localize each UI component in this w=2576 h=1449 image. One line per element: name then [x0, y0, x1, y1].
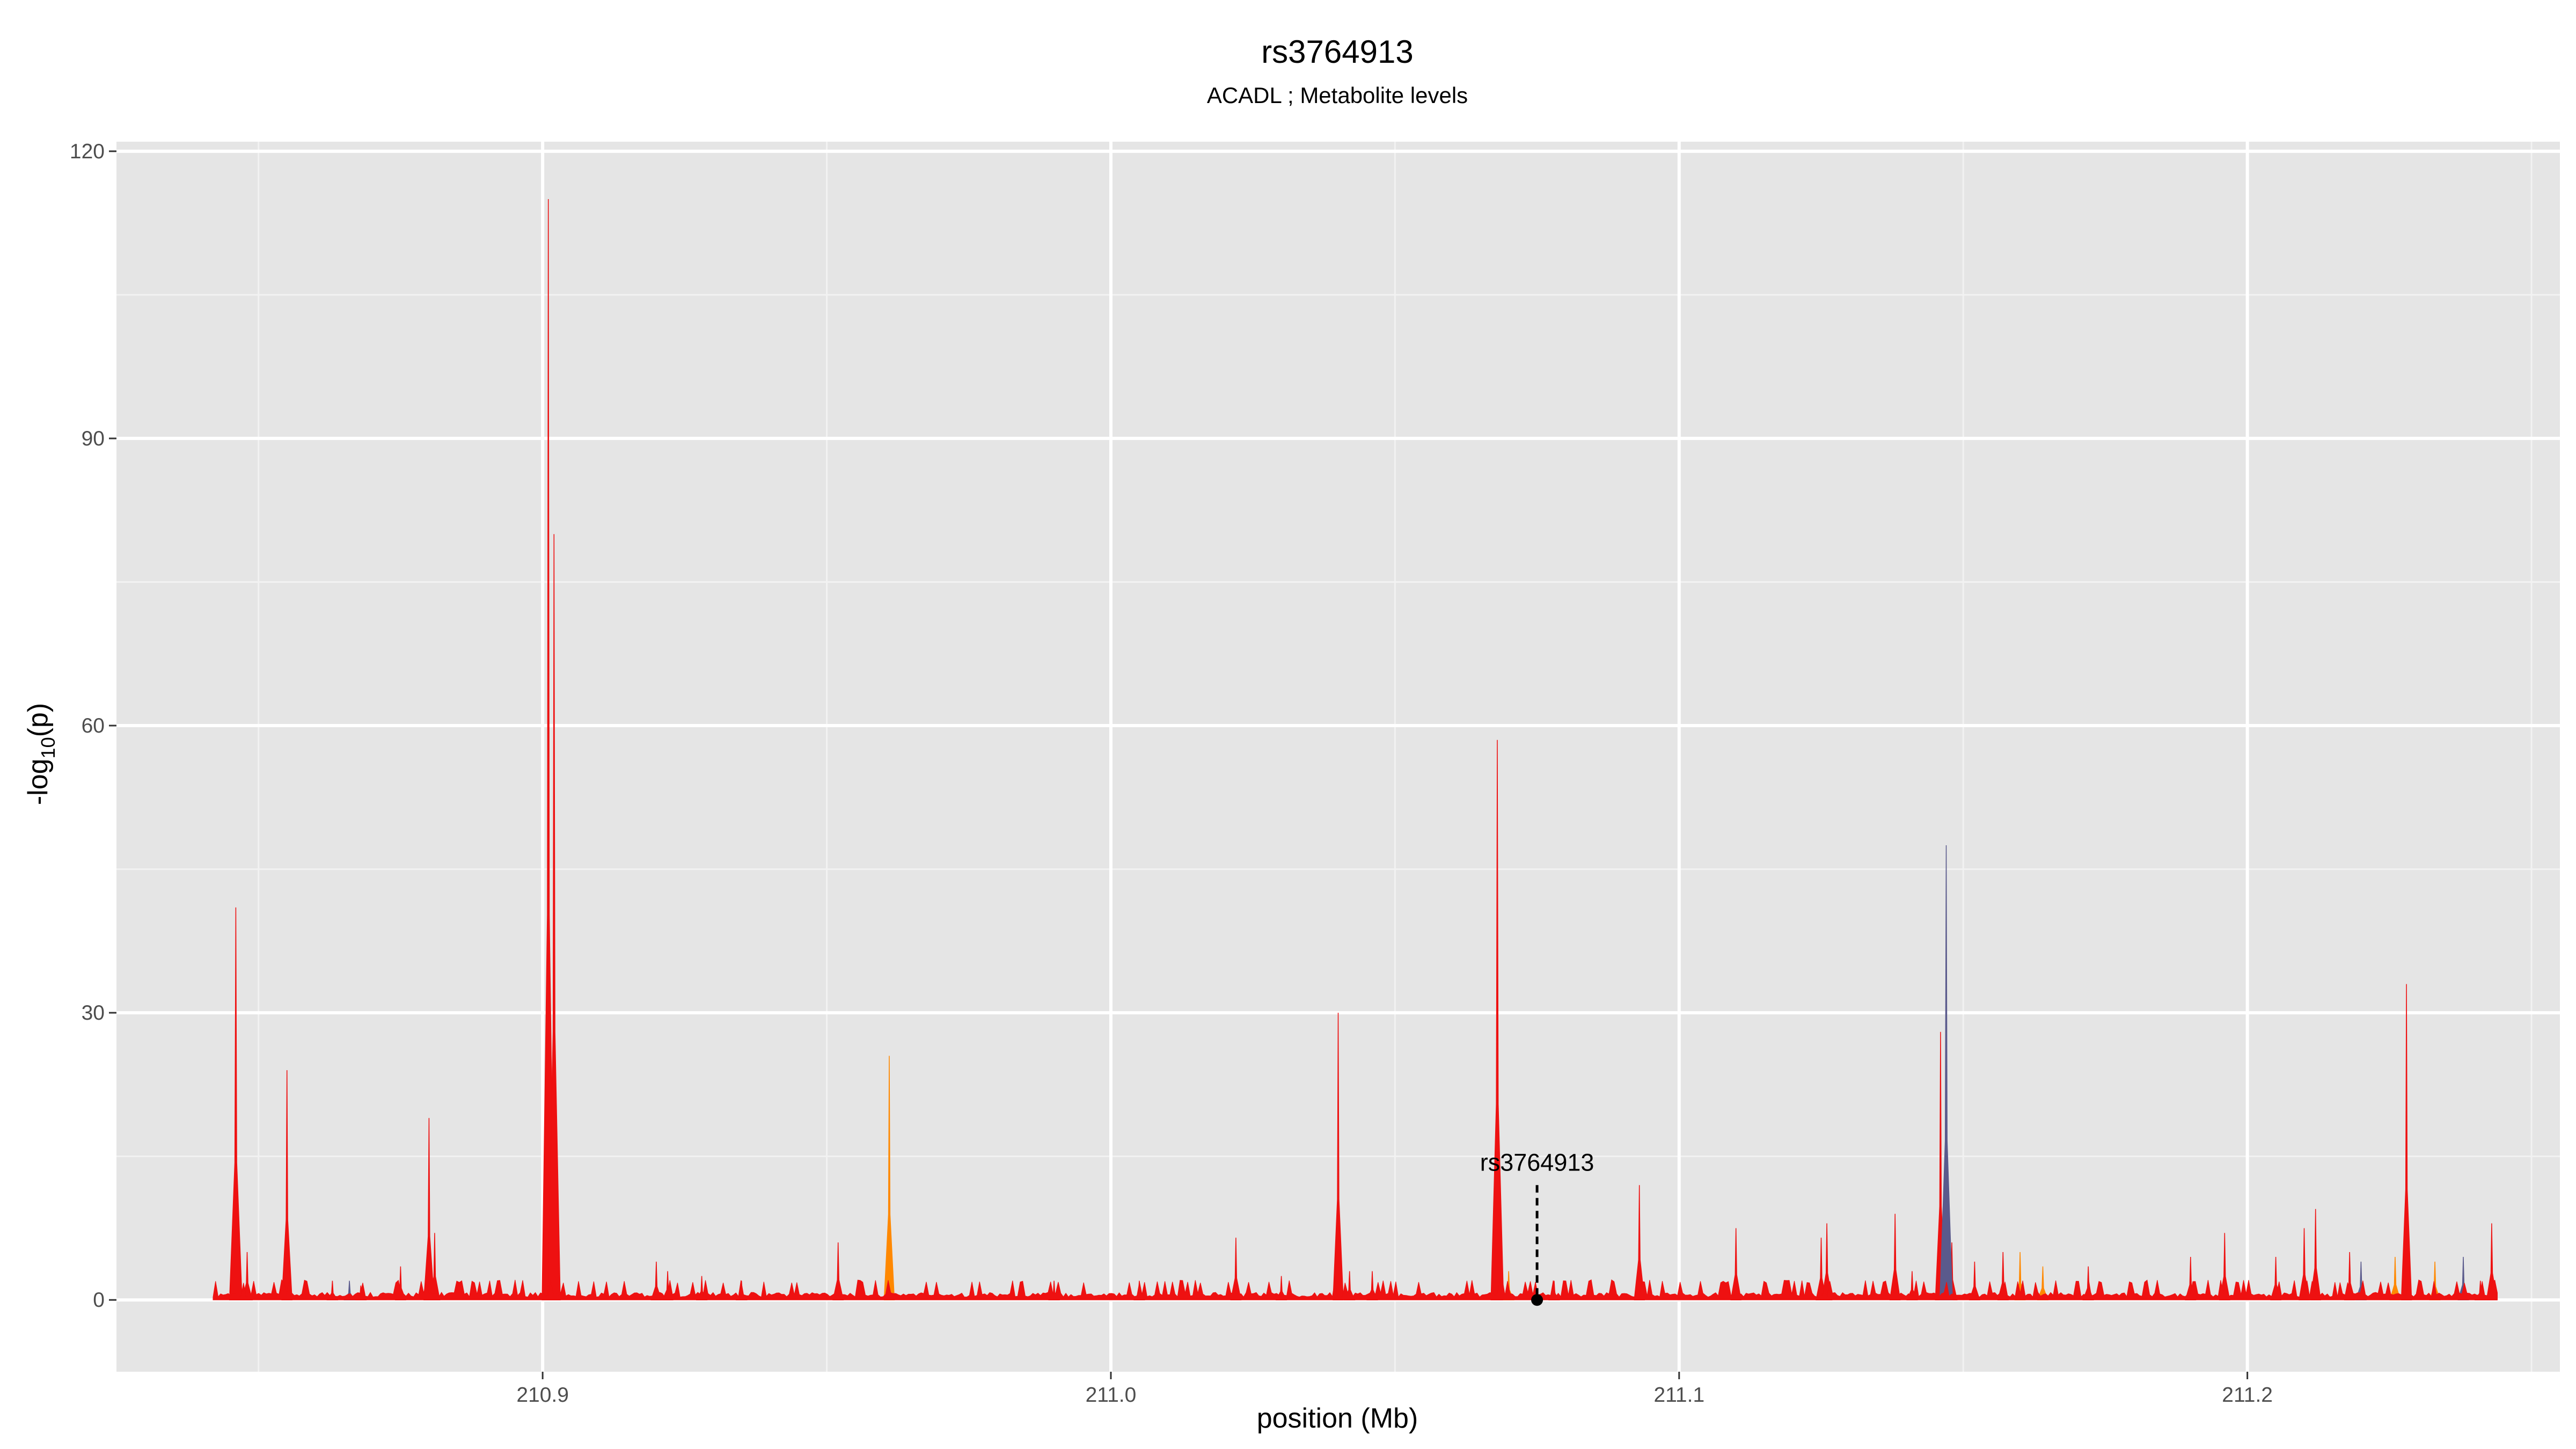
x-tick-label: 210.9 — [516, 1384, 569, 1407]
y-tick-label: 60 — [82, 714, 105, 737]
annotation-label: rs3764913 — [1480, 1148, 1594, 1176]
y-tick-label: 120 — [70, 140, 105, 163]
association-peaks — [229, 199, 2498, 1300]
x-tick-label: 211.2 — [2222, 1384, 2273, 1407]
y-tick-label: 30 — [82, 1001, 105, 1024]
y-tick-label: 90 — [82, 427, 105, 450]
y-axis-label: -log10(p) — [23, 703, 59, 805]
x-tick-label: 211.1 — [1653, 1384, 1704, 1407]
y-axis: 0 30 60 90 120 — [70, 140, 116, 1312]
baseline-band — [213, 1279, 2498, 1300]
chart-title: rs3764913 — [1261, 34, 1414, 70]
snp-annotation: rs3764913 — [1480, 1148, 1594, 1306]
baseline-noise — [213, 1279, 2498, 1300]
y-tick-label: 0 — [93, 1289, 105, 1312]
annotation-point — [1531, 1294, 1543, 1306]
x-axis-label: position (Mb) — [1257, 1403, 1418, 1434]
x-tick-label: 211.0 — [1086, 1384, 1137, 1407]
chart-subtitle: ACADL ; Metabolite levels — [1207, 83, 1468, 108]
x-axis: 210.9 211.0 211.1 211.2 — [516, 1372, 2273, 1407]
